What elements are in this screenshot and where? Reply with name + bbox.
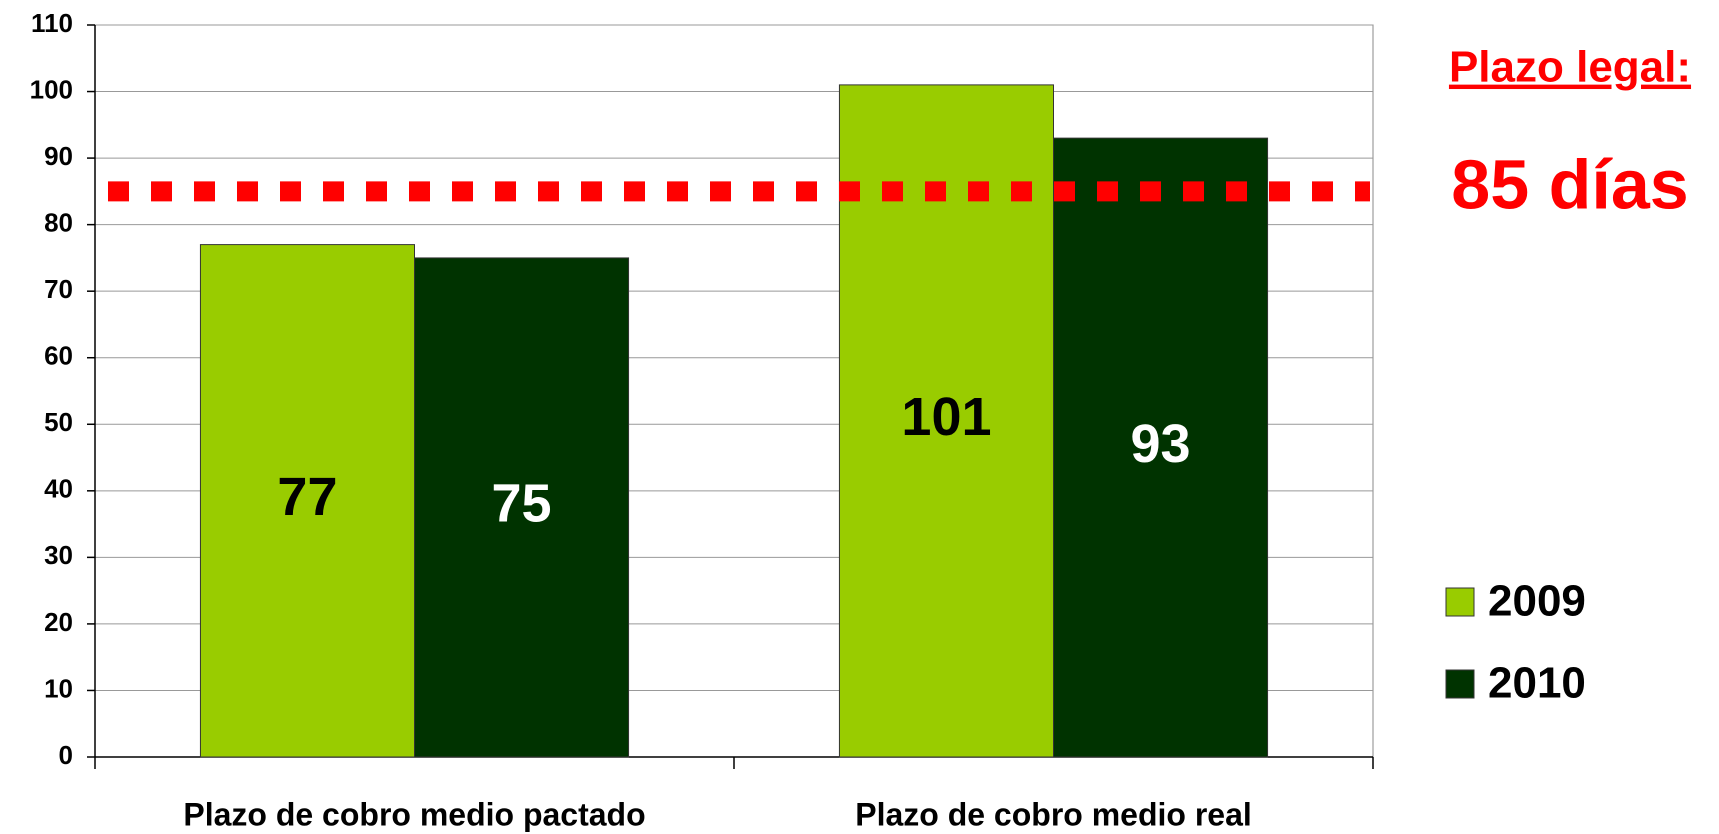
bar	[199, 244, 415, 758]
y-tick-label: 80	[44, 208, 73, 238]
annotation-value: 85 días	[1451, 145, 1688, 223]
bar	[414, 257, 630, 758]
y-tick-label: 40	[44, 474, 73, 504]
x-tick-label: Plazo de cobro medio real	[855, 796, 1252, 832]
legend-label: 2009	[1488, 577, 1586, 626]
data-label: 93	[1130, 414, 1190, 474]
y-tick-label: 70	[44, 274, 73, 304]
y-tick-label: 100	[30, 74, 73, 104]
y-tick-label: 60	[44, 341, 73, 371]
y-tick-label: 10	[44, 673, 73, 703]
y-tick-label: 0	[59, 740, 73, 770]
x-tick-label: Plazo de cobro medio pactado	[183, 796, 645, 832]
y-tick-label: 110	[31, 8, 73, 38]
data-label: 77	[277, 467, 337, 527]
y-tick-label: 50	[44, 407, 73, 437]
y-tick-label: 20	[44, 607, 73, 637]
bar	[1053, 137, 1269, 758]
data-label: 75	[491, 474, 551, 534]
y-tick-label: 90	[44, 141, 73, 171]
legend-label: 2010	[1488, 659, 1586, 708]
legend-swatch	[1445, 587, 1475, 617]
data-label: 101	[901, 387, 991, 447]
annotation-title: Plazo legal:	[1449, 43, 1691, 92]
legend-swatch	[1445, 669, 1475, 699]
y-tick-label: 30	[44, 540, 73, 570]
